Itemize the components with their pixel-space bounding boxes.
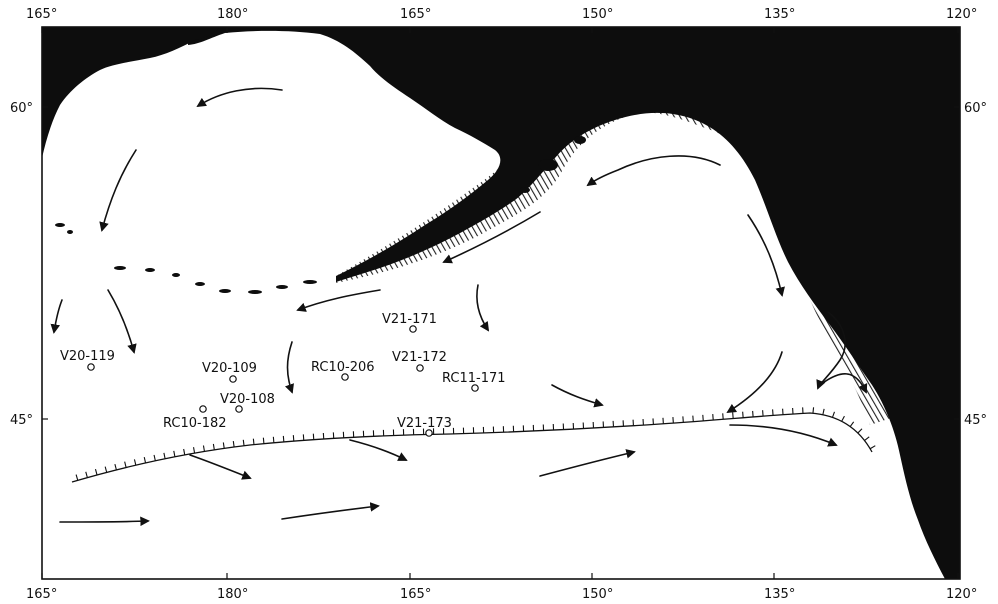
lat-label-right-60: 60° — [964, 101, 987, 116]
lon-label-bottom-2: 165° — [400, 587, 431, 602]
arrow-alaska-stream — [442, 211, 541, 264]
siberia-landmass — [42, 27, 220, 158]
lat-label-left-60: 60° — [10, 101, 33, 116]
lon-label-top-1: 180° — [217, 7, 248, 22]
arrow-w-left — [50, 299, 63, 334]
lon-label-bottom-5: 120° — [946, 587, 977, 602]
site-v20-119: V20-119 — [60, 349, 115, 371]
arrow-ne-loop — [816, 311, 846, 390]
arrow-w-down — [107, 289, 137, 354]
oceanic-front-line — [71, 412, 873, 483]
site-rc10-182: RC10-182 — [163, 405, 227, 431]
site-v20-109: V20-109 — [202, 361, 257, 383]
lon-label-top-2: 165° — [400, 7, 431, 22]
site-rc10-206: RC10-206 — [311, 360, 375, 381]
svg-text:V21-171: V21-171 — [382, 312, 437, 327]
coastal-islands — [520, 136, 586, 193]
arrow-california-left — [726, 351, 783, 414]
arrow-mid-curve — [476, 284, 490, 332]
lon-label-bottom-3: 150° — [582, 587, 613, 602]
site-v21-171: V21-171 — [382, 312, 437, 333]
lon-label-top-4: 135° — [764, 7, 795, 22]
arrow-ne-right — [819, 373, 868, 394]
frame-ticks — [41, 27, 960, 579]
lon-label-bottom-1: 180° — [217, 587, 248, 602]
svg-text:V20-119: V20-119 — [60, 349, 115, 364]
aleutian-islands — [55, 223, 317, 294]
arrow-s-right — [539, 449, 636, 477]
arrow-gyre-east — [747, 214, 785, 297]
arrow-bering-top — [196, 87, 283, 108]
lon-label-top-5: 120° — [946, 7, 977, 22]
lon-label-bottom-0: 165° — [26, 587, 57, 602]
arrow-center-down — [284, 341, 294, 394]
core-sites: V21-171 V20-119 V20-109 RC10-206 V21-172… — [60, 312, 506, 437]
site-v21-172: V21-172 — [392, 350, 447, 372]
site-v20-108: V20-108 — [220, 392, 275, 413]
lat-label-left-45: 45° — [10, 413, 33, 428]
lat-label-right-45: 45° — [964, 413, 987, 428]
svg-text:RC11-171: RC11-171 — [442, 371, 506, 386]
lon-label-bottom-4: 135° — [764, 587, 795, 602]
map-body: V21-171 V20-119 V20-109 RC10-206 V21-172… — [42, 27, 960, 579]
svg-text:V20-109: V20-109 — [202, 361, 257, 376]
longitude-labels-top: 165° 180° 165° 150° 135° 120° — [26, 7, 977, 22]
svg-text:RC10-182: RC10-182 — [163, 416, 227, 431]
front-hachures — [75, 407, 876, 481]
site-rc11-171: RC11-171 — [442, 371, 506, 392]
north-america-landmass — [188, 27, 960, 579]
map-frame — [41, 26, 961, 580]
latitude-labels: 60° 45° 60° 45° — [10, 101, 987, 428]
arrow-south-east-1 — [729, 424, 838, 447]
svg-text:V20-108: V20-108 — [220, 392, 275, 407]
current-arrows — [50, 87, 868, 527]
svg-text:RC10-206: RC10-206 — [311, 360, 375, 375]
lon-label-top-3: 150° — [582, 7, 613, 22]
svg-text:V21-172: V21-172 — [392, 350, 447, 365]
arrow-s-mid — [551, 384, 604, 408]
arrow-bering-west — [99, 149, 137, 232]
arrow-aleutian-west — [296, 289, 381, 312]
longitude-labels-bottom: 165° 180° 165° 150° 135° 120° — [26, 587, 977, 602]
hatched-zone-gulf-alaska — [640, 100, 900, 425]
arrow-gyre-top — [586, 155, 721, 187]
arrow-bottom-center — [281, 502, 380, 520]
svg-text:V21-173: V21-173 — [397, 416, 452, 431]
arrow-s-center — [349, 439, 408, 461]
arrow-bottom-left — [59, 516, 150, 527]
lon-label-top-0: 165° — [26, 7, 57, 22]
site-v21-173: V21-173 — [397, 416, 452, 437]
arrow-sw-1 — [189, 454, 252, 480]
